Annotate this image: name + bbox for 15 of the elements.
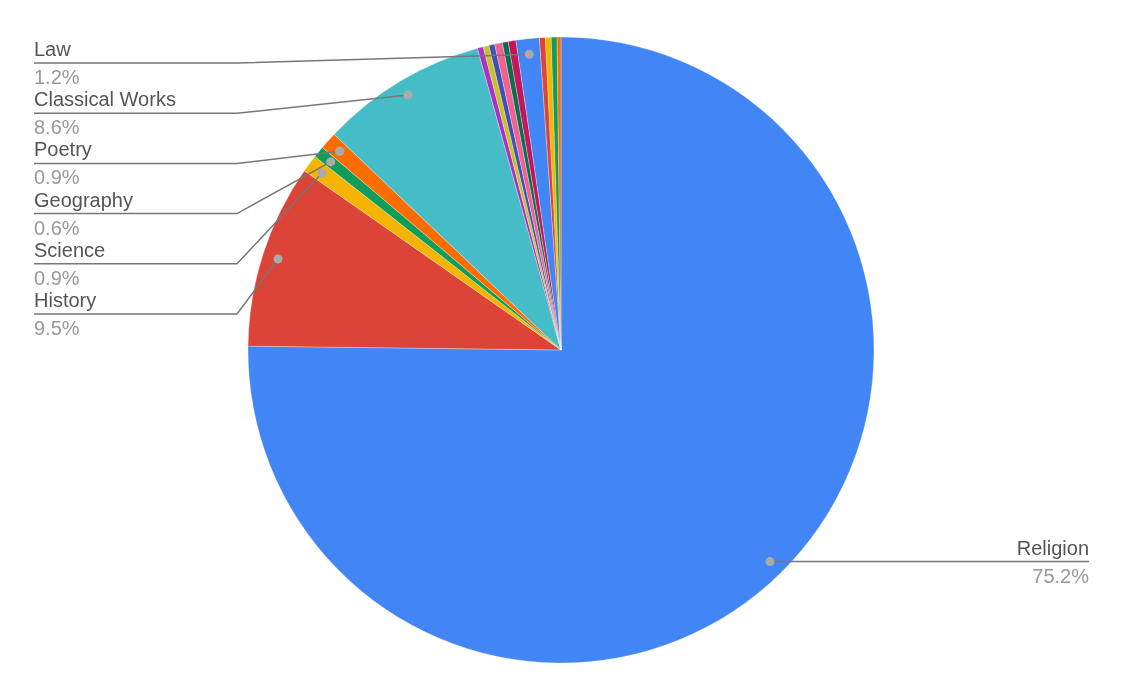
- slice-label: Religion: [1016, 536, 1089, 559]
- data-label: 0.9%: [34, 166, 80, 189]
- slice-label: Science: [34, 238, 106, 261]
- slice-label: History: [34, 289, 97, 311]
- data-label: 0.9%: [34, 266, 80, 289]
- pie-slice: [247, 36, 874, 663]
- slice-label: Geography: [34, 188, 133, 211]
- data-label: 0.6%: [34, 216, 80, 239]
- slice-label: Classical Works: [34, 88, 176, 111]
- data-label: 9.5%: [34, 317, 80, 339]
- data-label: 1.2%: [34, 66, 80, 88]
- data-label: 75.2%: [1032, 564, 1090, 587]
- slice-label: Poetry: [34, 138, 92, 161]
- data-label: 8.6%: [34, 116, 80, 139]
- slice-label: Law: [34, 38, 72, 60]
